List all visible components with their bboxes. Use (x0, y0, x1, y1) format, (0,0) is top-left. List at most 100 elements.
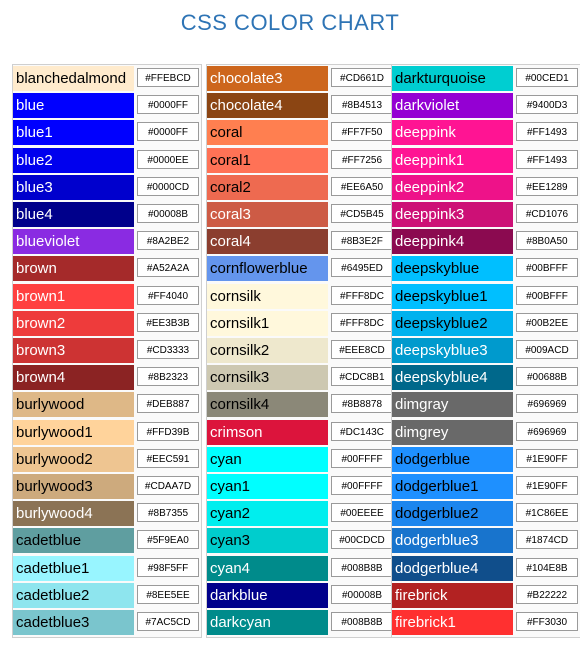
hex-code-box: #CD1076 (516, 204, 578, 223)
color-name-swatch: burlywood1 (13, 419, 134, 445)
color-row: blue4 #00008B (13, 202, 201, 227)
color-name-swatch: deeppink (392, 120, 513, 146)
hex-code-box: #8B2323 (137, 367, 199, 387)
color-row: blanchedalmond #FFEBCD (13, 66, 201, 91)
color-name-swatch: darkblue (207, 582, 328, 608)
color-row: cornsilk2 #EEE8CD (207, 338, 395, 363)
color-name-swatch: deepskyblue4 (392, 365, 513, 391)
color-row: dimgrey #696969 (392, 419, 580, 445)
color-name-swatch: cyan3 (207, 528, 328, 554)
color-name-swatch: darkviolet (392, 93, 513, 119)
color-name-swatch: cornsilk1 (207, 310, 328, 336)
hex-code-box: #0000FF (137, 122, 199, 142)
hex-code-box: #EE6A50 (331, 176, 393, 196)
color-name-swatch: cadetblue (13, 528, 134, 554)
color-name-swatch: deeppink4 (392, 229, 513, 255)
color-row: blue3 #0000CD (13, 174, 201, 200)
hex-code-box: #9400D3 (516, 95, 578, 115)
color-name-swatch: cadetblue2 (13, 582, 134, 608)
color-row: burlywood2 #EEC591 (13, 446, 201, 472)
hex-code-box: #FF7256 (331, 149, 393, 169)
color-name-swatch: blue4 (13, 202, 134, 227)
color-name-swatch: cyan2 (207, 501, 328, 527)
color-row: darkblue #00008B (207, 582, 395, 608)
color-row: brown #A52A2A (13, 256, 201, 282)
hex-code-box: #FF1493 (516, 149, 578, 169)
color-row: dimgray #696969 (392, 392, 580, 418)
color-name-swatch: coral (207, 120, 328, 146)
color-row: cadetblue #5F9EA0 (13, 528, 201, 554)
color-name-swatch: blanchedalmond (13, 66, 134, 91)
hex-code-box: #CD5B45 (331, 204, 393, 223)
color-row: cornsilk #FFF8DC (207, 283, 395, 309)
color-name-swatch: blue3 (13, 174, 134, 200)
hex-code-box: #DEB887 (137, 394, 199, 414)
hex-code-box: #00BFFF (516, 258, 578, 278)
hex-code-box: #00688B (516, 367, 578, 387)
color-row: deeppink1 #FF1493 (392, 147, 580, 173)
color-row: darkcyan #008B8B (207, 610, 395, 635)
color-row: brown2 #EE3B3B (13, 310, 201, 336)
hex-code-box: #CDAA7D (137, 476, 199, 495)
hex-code-box: #DC143C (331, 421, 393, 441)
color-row: cyan3 #00CDCD (207, 528, 395, 554)
hex-code-box: #8A2BE2 (137, 231, 199, 251)
color-name-swatch: blueviolet (13, 229, 134, 255)
color-name-swatch: cyan (207, 446, 328, 472)
color-name-swatch: coral3 (207, 202, 328, 227)
color-row: blue1 #0000FF (13, 120, 201, 146)
color-name-swatch: deeppink3 (392, 202, 513, 227)
color-row: firebrick1 #FF3030 (392, 610, 580, 635)
hex-code-box: #00BFFF (516, 285, 578, 305)
color-name-swatch: cornsilk2 (207, 338, 328, 363)
color-row: dodgerblue2 #1C86EE (392, 501, 580, 527)
color-name-swatch: deepskyblue1 (392, 283, 513, 309)
color-name-swatch: deepskyblue (392, 256, 513, 282)
color-name-swatch: dimgray (392, 392, 513, 418)
color-name-swatch: dodgerblue1 (392, 474, 513, 499)
color-row: burlywood4 #8B7355 (13, 501, 201, 527)
hex-code-box: #0000FF (137, 95, 199, 115)
color-name-swatch: blue2 (13, 147, 134, 173)
hex-code-box: #00B2EE (516, 312, 578, 332)
color-row: coral2 #EE6A50 (207, 174, 395, 200)
color-row: cadetblue2 #8EE5EE (13, 582, 201, 608)
hex-code-box: #6495ED (331, 258, 393, 278)
color-name-swatch: firebrick1 (392, 610, 513, 635)
hex-code-box: #00FFFF (331, 448, 393, 468)
hex-code-box: #A52A2A (137, 258, 199, 278)
hex-code-box: #696969 (516, 394, 578, 414)
hex-code-box: #00EEEE (331, 503, 393, 523)
color-row: chocolate4 #8B4513 (207, 93, 395, 119)
hex-code-box: #0000CD (137, 176, 199, 196)
color-row: cyan4 #008B8B (207, 555, 395, 581)
color-row: deepskyblue4 #00688B (392, 365, 580, 391)
color-name-swatch: darkturquoise (392, 66, 513, 91)
color-row: blue2 #0000EE (13, 147, 201, 173)
color-name-swatch: burlywood3 (13, 474, 134, 499)
hex-code-box: #FF3030 (516, 612, 578, 631)
color-name-swatch: cornflowerblue (207, 256, 328, 282)
color-row: dodgerblue1 #1E90FF (392, 474, 580, 499)
color-name-swatch: chocolate4 (207, 93, 328, 119)
color-name-swatch: dodgerblue (392, 446, 513, 472)
color-name-swatch: coral1 (207, 147, 328, 173)
page-title: CSS COLOR CHART (180, 10, 400, 35)
color-row: deepskyblue2 #00B2EE (392, 310, 580, 336)
color-row: cadetblue3 #7AC5CD (13, 610, 201, 635)
hex-code-box: #FF1493 (516, 122, 578, 142)
color-name-swatch: cornsilk (207, 283, 328, 309)
color-row: burlywood1 #FFD39B (13, 419, 201, 445)
hex-code-box: #00CDCD (331, 530, 393, 550)
color-row: deeppink #FF1493 (392, 120, 580, 146)
color-name-swatch: darkcyan (207, 610, 328, 635)
color-row: deeppink3 #CD1076 (392, 202, 580, 227)
color-name-swatch: deeppink2 (392, 174, 513, 200)
color-name-swatch: burlywood (13, 392, 134, 418)
color-name-swatch: cyan4 (207, 555, 328, 581)
color-row: coral #FF7F50 (207, 120, 395, 146)
color-name-swatch: cornsilk4 (207, 392, 328, 418)
color-row: burlywood3 #CDAA7D (13, 474, 201, 499)
color-name-swatch: deeppink1 (392, 147, 513, 173)
hex-code-box: #008B8B (331, 612, 393, 631)
